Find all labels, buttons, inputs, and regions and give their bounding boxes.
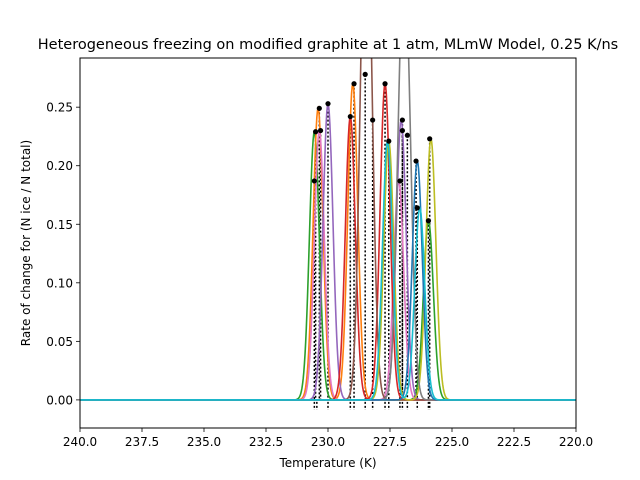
x-tick-label: 227.5 — [373, 435, 407, 449]
y-tick-label: 0.10 — [46, 276, 73, 290]
peak-marker — [313, 129, 319, 135]
y-tick-label: 0.20 — [46, 159, 73, 173]
peak-marker — [382, 81, 388, 87]
peak-marker — [397, 178, 403, 184]
peak-marker — [351, 81, 357, 87]
y-tick-label: 0.25 — [46, 101, 73, 115]
y-tick-label: 0.15 — [46, 218, 73, 232]
peak-markers — [311, 71, 433, 224]
peak-marker — [413, 158, 419, 164]
x-axis-ticks: 240.0 237.5 235.0 232.5 230.0 227.5 225.0 222.5… — [63, 428, 593, 449]
y-tick-label: 0.00 — [46, 393, 73, 407]
y-axis-ticks: 0.00 0.05 0.10 0.15 0.20 0.25 — [46, 101, 80, 407]
x-tick-label: 235.0 — [187, 435, 221, 449]
chart-title: Heterogeneous freezing on modified graph… — [38, 37, 618, 53]
x-axis-label: Temperature (K) — [278, 456, 376, 470]
peak-marker — [317, 127, 324, 134]
y-tick-label: 0.05 — [46, 335, 73, 349]
peak-marker — [362, 71, 368, 77]
peak-marker — [414, 205, 420, 211]
peak-marker — [399, 127, 405, 134]
x-tick-label: 237.5 — [125, 435, 159, 449]
peak-marker — [404, 132, 410, 138]
x-tick-label: 220.0 — [559, 435, 593, 449]
x-tick-label: 222.5 — [497, 435, 531, 449]
x-tick-label: 230.0 — [311, 435, 345, 449]
peak-marker — [427, 136, 433, 142]
peak-marker — [311, 178, 317, 184]
x-tick-label: 240.0 — [63, 435, 97, 449]
series-line — [80, 138, 576, 401]
peak-marker — [325, 101, 331, 107]
peak-marker — [347, 113, 353, 120]
peak-marker — [399, 117, 405, 123]
x-tick-label: 225.0 — [435, 435, 469, 449]
peak-marker — [386, 138, 392, 144]
peak-marker — [425, 218, 432, 224]
peak-marker — [316, 105, 322, 111]
y-axis-label: Rate of change for (N ice / N total) — [19, 140, 33, 346]
peak-marker — [370, 117, 376, 123]
x-tick-label: 232.5 — [249, 435, 283, 449]
